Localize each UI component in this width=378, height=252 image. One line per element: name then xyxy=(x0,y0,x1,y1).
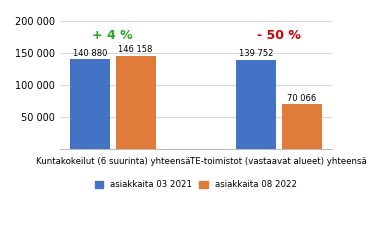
Bar xyxy=(70,59,110,149)
Text: 139 752: 139 752 xyxy=(239,49,273,58)
Text: 70 066: 70 066 xyxy=(287,94,316,103)
Text: 140 880: 140 880 xyxy=(73,49,107,58)
Bar xyxy=(236,60,276,149)
Text: 146 158: 146 158 xyxy=(118,45,153,54)
Bar xyxy=(116,56,156,149)
Text: + 4 %: + 4 % xyxy=(93,29,133,42)
Text: - 50 %: - 50 % xyxy=(257,29,301,42)
Legend: asiakkaita 03 2021, asiakkaita 08 2022: asiakkaita 03 2021, asiakkaita 08 2022 xyxy=(91,177,300,193)
Bar xyxy=(282,104,322,149)
